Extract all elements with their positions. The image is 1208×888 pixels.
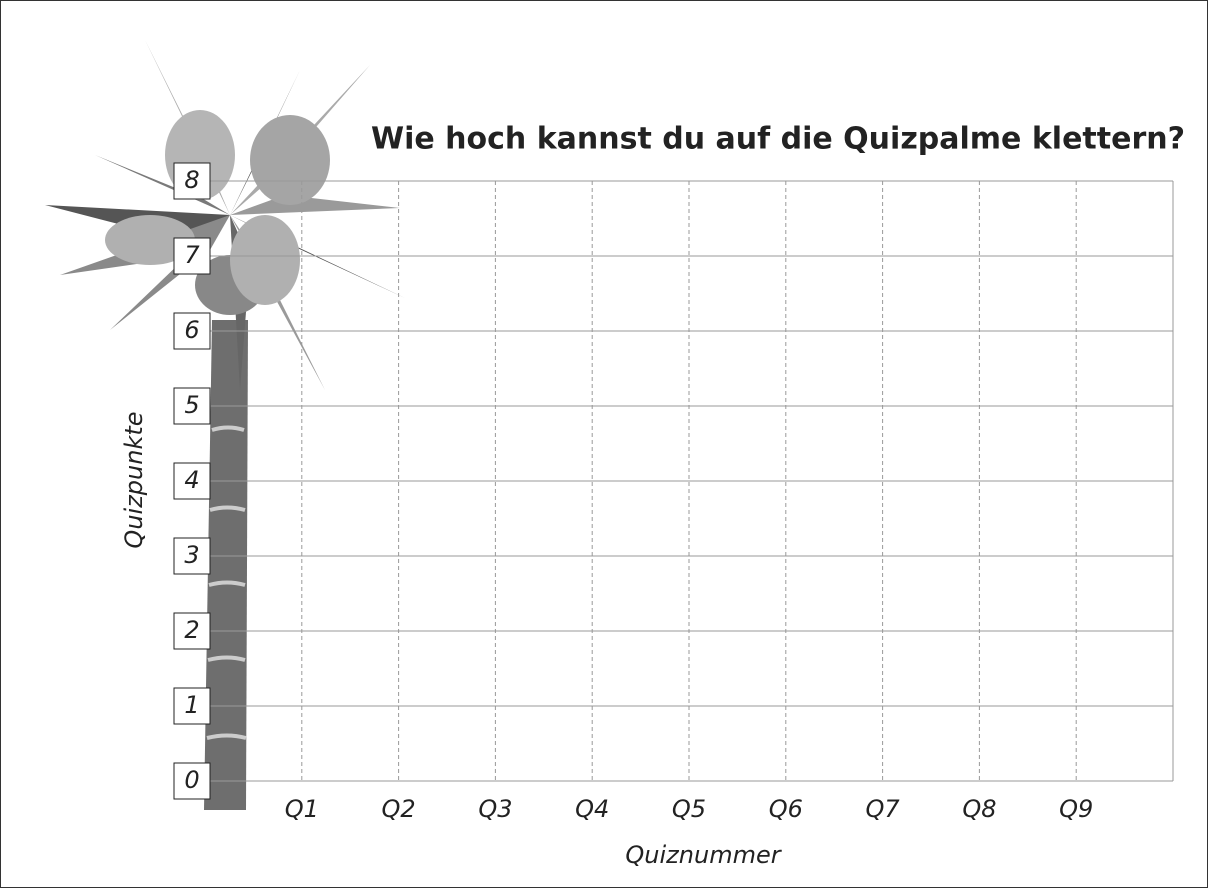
x-tick-label: Q4 [575, 795, 609, 823]
y-tick-label: 7 [184, 241, 200, 269]
y-tick-label: 6 [184, 316, 199, 344]
y-tick-label: 5 [184, 391, 199, 419]
chart-title: Wie hoch kannst du auf die Quizpalme kle… [371, 122, 1185, 157]
y-tick-label: 1 [184, 691, 199, 719]
x-axis-label: Quiznummer [625, 841, 782, 869]
x-tick-label: Q7 [866, 795, 901, 823]
y-tick-label: 4 [184, 466, 199, 494]
y-tick-label: 2 [184, 616, 199, 644]
y-tick-label: 8 [184, 166, 199, 194]
x-tick-label: Q3 [478, 795, 512, 823]
x-tick-label: Q9 [1059, 795, 1093, 823]
x-tick-label: Q1 [285, 795, 319, 823]
y-tick-label: 3 [184, 541, 199, 569]
x-tick-label: Q2 [382, 795, 416, 823]
x-tick-label: Q6 [769, 795, 803, 823]
chart: Wie hoch kannst du auf die Quizpalme kle… [0, 0, 1208, 888]
y-tick-label: 0 [184, 766, 199, 794]
x-tick-label: Q8 [962, 795, 996, 823]
y-axis-label: Quizpunkte [120, 411, 148, 548]
x-tick-label: Q5 [672, 795, 706, 823]
